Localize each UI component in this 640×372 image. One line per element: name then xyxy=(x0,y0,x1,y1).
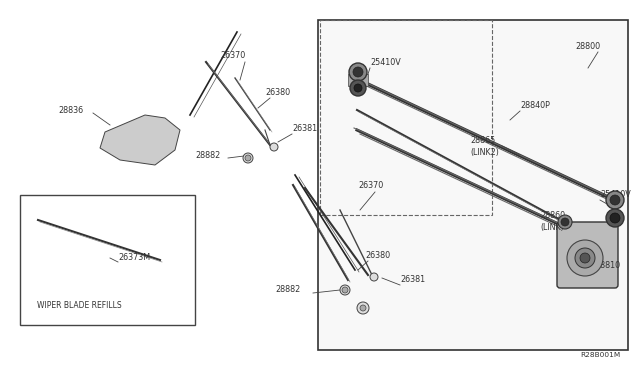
Text: 26370: 26370 xyxy=(220,51,245,60)
Circle shape xyxy=(243,153,253,163)
Circle shape xyxy=(610,195,620,205)
Text: 28865: 28865 xyxy=(470,135,495,144)
Circle shape xyxy=(575,248,595,268)
Circle shape xyxy=(580,253,590,263)
Text: 26381: 26381 xyxy=(292,124,317,132)
Polygon shape xyxy=(100,115,180,165)
Circle shape xyxy=(340,285,350,295)
Text: R28B001M: R28B001M xyxy=(580,352,620,358)
Text: (LINK2): (LINK2) xyxy=(470,148,499,157)
Bar xyxy=(318,20,628,350)
Text: 28860: 28860 xyxy=(540,211,565,219)
Circle shape xyxy=(245,155,251,161)
Circle shape xyxy=(270,143,278,151)
Text: (LINK): (LINK) xyxy=(540,222,564,231)
Bar xyxy=(320,20,492,215)
Text: 28836: 28836 xyxy=(58,106,83,115)
Circle shape xyxy=(354,84,362,92)
Circle shape xyxy=(606,191,624,209)
FancyBboxPatch shape xyxy=(557,222,618,288)
Text: 26373M: 26373M xyxy=(118,253,150,263)
Text: 28882: 28882 xyxy=(275,285,300,295)
Circle shape xyxy=(360,305,366,311)
Circle shape xyxy=(567,240,603,276)
Text: 26380: 26380 xyxy=(265,87,290,96)
Text: 28800: 28800 xyxy=(575,42,600,51)
Text: 28882: 28882 xyxy=(195,151,220,160)
Circle shape xyxy=(558,215,572,229)
Circle shape xyxy=(349,63,367,81)
Circle shape xyxy=(353,67,363,77)
Circle shape xyxy=(370,273,378,281)
Text: 26380: 26380 xyxy=(365,250,390,260)
Text: 28840P: 28840P xyxy=(520,100,550,109)
Text: 26381: 26381 xyxy=(400,276,425,285)
Circle shape xyxy=(561,218,569,226)
Text: 28810: 28810 xyxy=(595,260,620,269)
Circle shape xyxy=(606,209,624,227)
Bar xyxy=(20,195,195,325)
Circle shape xyxy=(357,302,369,314)
Text: 25410V: 25410V xyxy=(370,58,401,67)
Polygon shape xyxy=(348,74,368,86)
Text: WIPER BLADE REFILLS: WIPER BLADE REFILLS xyxy=(37,301,122,310)
Circle shape xyxy=(350,80,366,96)
Text: 25410V: 25410V xyxy=(600,189,631,199)
Text: 26370: 26370 xyxy=(358,180,383,189)
Circle shape xyxy=(610,213,620,223)
Circle shape xyxy=(342,287,348,293)
